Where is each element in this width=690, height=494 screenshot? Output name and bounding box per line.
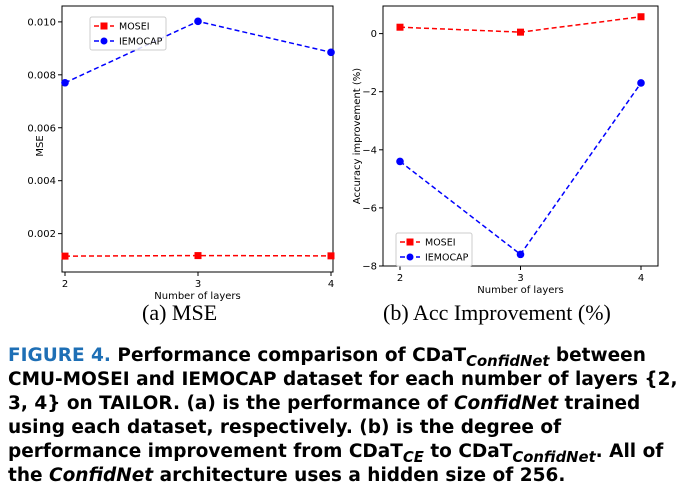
mse-x-tick-label: 2 — [62, 279, 68, 290]
acc-x-tick-label: 3 — [517, 273, 523, 284]
acc-y-tick-label: −4 — [362, 145, 377, 156]
mse-y-tick-label: 0.002 — [27, 229, 56, 240]
mse-x-axis-label: Number of layers — [154, 291, 240, 302]
acc-x-tick-label: 4 — [638, 273, 644, 284]
figure-caption: FIGURE 4. Performance comparison of CDaT… — [8, 345, 678, 486]
acc-y-tick-label: 0 — [371, 29, 377, 40]
acc-y-axis-label: Accuracy improvement (%) — [352, 68, 363, 205]
mse-legend-mosei-label: MOSEI — [119, 22, 150, 33]
acc-y-tick-label: −8 — [362, 262, 377, 273]
acc-legend — [395, 232, 473, 267]
acc-iemocap-line — [399, 82, 642, 256]
acc-mosei-point — [396, 23, 404, 31]
subcaption-a: (a) MSE — [142, 300, 218, 325]
mse-mosei-point — [194, 252, 202, 260]
acc-x-tick-label: 2 — [397, 273, 403, 284]
subcaption-b: (b) Acc Improvement (%) — [383, 300, 611, 325]
acc-iemocap-point — [637, 79, 645, 87]
acc-y-tick-label: −6 — [362, 203, 377, 214]
mse-iemocap-point — [194, 17, 202, 26]
acc-mosei-point — [637, 13, 645, 21]
acc-plot-frame — [382, 5, 659, 267]
acc-iemocap-point — [516, 250, 525, 259]
mse-y-tick-label: 0.004 — [27, 176, 56, 187]
mse-legend-iemocap-marker — [100, 37, 108, 45]
mse-y-tick-label: 0.006 — [27, 123, 56, 134]
mse-legend — [89, 16, 167, 51]
acc-legend-iemocap-label: IEMOCAP — [425, 253, 469, 264]
caption-label: FIGURE 4. — [8, 345, 111, 366]
mse-mosei-point — [327, 252, 335, 260]
acc-y-tick-label: −2 — [362, 87, 377, 98]
acc-mosei-point — [517, 28, 524, 36]
mse-mosei-line — [64, 254, 332, 257]
mse-y-tick-label: 0.008 — [27, 70, 56, 81]
mse-iemocap-point — [61, 78, 69, 87]
mse-legend-mosei-marker — [100, 22, 108, 30]
acc-iemocap-point — [396, 157, 404, 166]
acc-legend-iemocap-marker — [406, 253, 414, 261]
mse-iemocap-point — [327, 48, 335, 57]
mse-legend-iemocap-label: IEMOCAP — [119, 37, 163, 48]
mse-y-tick-label: 0.010 — [27, 17, 56, 28]
acc-legend-mosei-marker — [406, 238, 414, 246]
acc-x-axis-label: Number of layers — [477, 285, 563, 296]
mse-x-tick-label: 3 — [195, 279, 201, 290]
mse-y-axis-label: MSE — [35, 135, 46, 156]
acc-legend-mosei-label: MOSEI — [425, 238, 456, 249]
figure: 2 3 4 0.002 0.004 0.006 0.008 0.010 Number of la… — [27, 5, 659, 302]
mse-x-tick-label: 4 — [328, 279, 334, 290]
mse-mosei-point — [61, 252, 69, 260]
